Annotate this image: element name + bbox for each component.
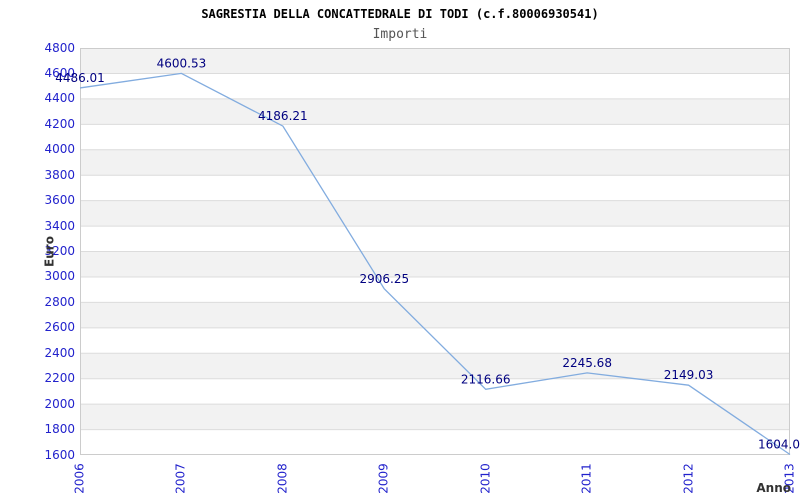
grid-band xyxy=(80,378,790,405)
grid-band xyxy=(80,175,790,201)
y-tick-label: 3600 xyxy=(44,193,75,208)
grid-band xyxy=(80,276,790,303)
data-point-label: 4600.53 xyxy=(157,56,207,70)
y-tick-label: 2200 xyxy=(44,371,75,386)
data-line xyxy=(79,72,791,456)
x-tick-label: 2006 xyxy=(72,463,87,494)
grid-band xyxy=(80,73,790,99)
grid-band xyxy=(80,48,790,74)
data-point-label: 2245.68 xyxy=(562,356,612,370)
grid-band xyxy=(80,98,790,125)
y-tick-label: 3400 xyxy=(44,218,75,233)
y-tick-label: 2000 xyxy=(44,396,75,411)
data-point-label: 2116.66 xyxy=(461,372,511,386)
grid-band xyxy=(80,200,790,227)
grid-band xyxy=(80,149,790,176)
x-tick-label: 2007 xyxy=(173,463,188,494)
x-tick-label: 2011 xyxy=(579,463,594,494)
grid-band xyxy=(80,327,790,354)
y-axis-title: Euro xyxy=(42,236,57,267)
y-tick-label: 2600 xyxy=(44,320,75,335)
y-tick-label: 2800 xyxy=(44,294,75,309)
grid-band xyxy=(80,429,790,455)
x-tick-label: 2012 xyxy=(681,463,696,494)
data-point-label: 4186.21 xyxy=(258,109,308,123)
plot-area: 4486.01 4600.53 4186.21 2906.25 2116.66 2245.… xyxy=(55,48,800,456)
y-tick-label: 4400 xyxy=(44,91,75,106)
x-tick-label: 2009 xyxy=(376,463,391,494)
grid-band xyxy=(80,251,790,277)
grid-band xyxy=(80,302,790,328)
grid-band xyxy=(80,353,790,379)
y-tick-label: 4800 xyxy=(44,40,75,55)
x-tick-label: 2008 xyxy=(275,463,290,494)
y-tick-label: 4600 xyxy=(44,65,75,80)
y-tick-label: 3000 xyxy=(44,269,75,284)
plot-border xyxy=(80,48,790,455)
x-axis-title: Anno xyxy=(756,481,791,495)
chart-title: SAGRESTIA DELLA CONCATTEDRALE DI TODI (c… xyxy=(201,7,599,21)
y-tick-label: 4200 xyxy=(44,116,75,131)
data-point-label: 1604.0 xyxy=(758,437,800,451)
grid-band xyxy=(80,124,790,150)
chart-subtitle: Importi xyxy=(372,27,428,42)
data-point-label: 4486.01 xyxy=(55,71,105,85)
y-tick-label: 3800 xyxy=(44,167,75,182)
y-tick-label: 4000 xyxy=(44,142,75,157)
data-point-label: 2149.03 xyxy=(664,368,714,382)
data-point-label: 2906.25 xyxy=(359,272,409,286)
grid-band xyxy=(80,404,790,430)
grid-band xyxy=(80,226,790,252)
y-tick-label: 1800 xyxy=(44,422,75,437)
y-tick-label: 3200 xyxy=(44,244,75,258)
x-tick-label: 2010 xyxy=(478,463,493,494)
y-tick-label: 1600 xyxy=(44,447,75,462)
y-tick-label: 2400 xyxy=(44,345,75,360)
